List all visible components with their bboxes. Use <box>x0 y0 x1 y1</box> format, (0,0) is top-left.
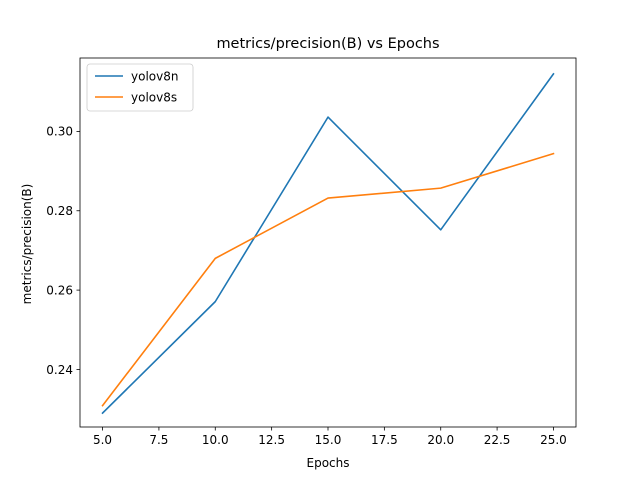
y-tick-label-0: 0.24 <box>46 363 73 377</box>
legend-label-yolov8n: yolov8n <box>131 69 178 83</box>
x-tick-label-2: 10.0 <box>202 433 229 447</box>
y-tick-label-2: 0.28 <box>46 204 73 218</box>
x-tick-label-6: 20.0 <box>427 433 454 447</box>
x-tick-label-0: 5.0 <box>93 433 112 447</box>
y-tick-label-1: 0.26 <box>46 283 73 297</box>
x-tick-label-7: 22.5 <box>484 433 511 447</box>
y-tick-label-3: 0.30 <box>46 125 73 139</box>
x-axis-label: Epochs <box>307 456 350 470</box>
x-tick-label-8: 25.0 <box>540 433 567 447</box>
x-tick-label-1: 7.5 <box>149 433 168 447</box>
x-tick-label-3: 12.5 <box>258 433 285 447</box>
plot-area: 5.0 7.5 10.0 12.5 15.0 17.5 20.0 22.5 25.0 0.24 0.… <box>46 57 577 447</box>
series-line-yolov8n <box>101 72 555 415</box>
y-axis-label: metrics/precision(B) <box>20 184 34 305</box>
x-tick-label-4: 15.0 <box>315 433 342 447</box>
x-tick-label-5: 17.5 <box>371 433 398 447</box>
chart-title: metrics/precision(B) vs Epochs <box>216 36 439 52</box>
legend-label-yolov8s: yolov8s <box>131 90 177 104</box>
series-line-yolov8s <box>101 152 555 407</box>
